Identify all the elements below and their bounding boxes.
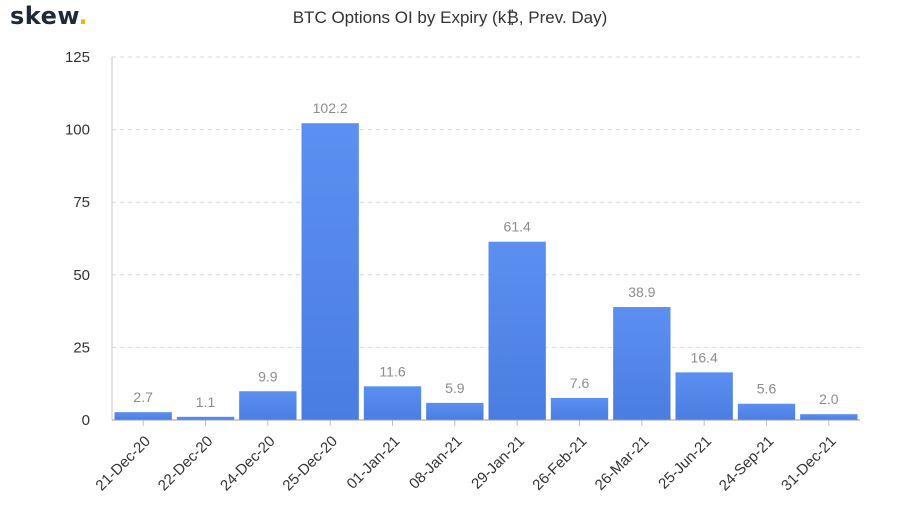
x-axis: 21-Dec-20 22-Dec-20 24-Dec-20 25-Dec-20 01-J… [92, 419, 860, 495]
y-tick-label: 0 [82, 412, 90, 429]
y-axis: 0 25 50 75 100 125 [65, 49, 113, 429]
bar-value-label: 7.6 [570, 375, 590, 391]
bar-value-label: 2.7 [133, 389, 153, 405]
bar [488, 241, 546, 420]
bar [176, 416, 235, 420]
brand-dot: . [78, 2, 89, 30]
y-tick-label: 100 [65, 122, 90, 139]
x-tick-label: 22-Dec-20 [155, 433, 217, 495]
bar [301, 123, 359, 421]
brand-name: skew [10, 2, 79, 30]
bar-value-label: 102.2 [313, 100, 348, 116]
bar [114, 412, 172, 420]
bar [363, 386, 422, 420]
x-tick-label: 25-Dec-20 [279, 433, 341, 495]
y-tick-label: 50 [73, 267, 90, 284]
x-tick-label: 08-Jan-21 [406, 433, 466, 493]
bar-value-label: 1.1 [196, 394, 216, 410]
bar [426, 402, 484, 420]
x-tick-label: 26-Feb-21 [529, 433, 590, 494]
bar-value-label: 2.0 [819, 391, 839, 407]
bar-value-label: 9.9 [258, 368, 278, 384]
bars [114, 123, 858, 421]
bar [675, 372, 733, 420]
y-tick-label: 75 [73, 194, 90, 211]
x-tick-label: 24-Sep-21 [716, 433, 778, 495]
x-tick-label: 29-Jan-21 [468, 433, 528, 493]
y-tick-label: 125 [65, 49, 90, 66]
x-tick-label: 25-Jun-21 [655, 433, 715, 493]
data-labels: 2.7 1.1 9.9 102.2 11.6 5.9 61.4 7.6 38.9 16.4 5.6 2… [133, 100, 838, 410]
grid-lines [112, 56, 860, 348]
x-tick-label: 24-Dec-20 [217, 433, 279, 495]
chart-title: BTC Options OI by Expiry (k₿, Prev. Day) [292, 8, 608, 27]
brand-logo: skew. [10, 2, 88, 30]
bar-value-label: 16.4 [691, 349, 718, 365]
bar-value-label: 5.6 [757, 381, 777, 397]
bar [550, 397, 609, 420]
y-tick-label: 25 [73, 339, 90, 356]
bar-value-label: 5.9 [445, 380, 465, 396]
bar [800, 414, 858, 420]
bar-value-label: 61.4 [504, 219, 531, 235]
bar [239, 391, 297, 420]
bar [737, 403, 796, 420]
x-tick-label: 26-Mar-21 [592, 433, 653, 494]
bar [613, 307, 671, 420]
x-tick-label: 31-Dec-21 [778, 433, 840, 495]
bar-value-label: 11.6 [379, 363, 405, 379]
x-tick-label: 21-Dec-20 [92, 433, 154, 495]
x-tick-label: 01-Jan-21 [344, 433, 404, 493]
bar-value-label: 38.9 [628, 284, 655, 300]
